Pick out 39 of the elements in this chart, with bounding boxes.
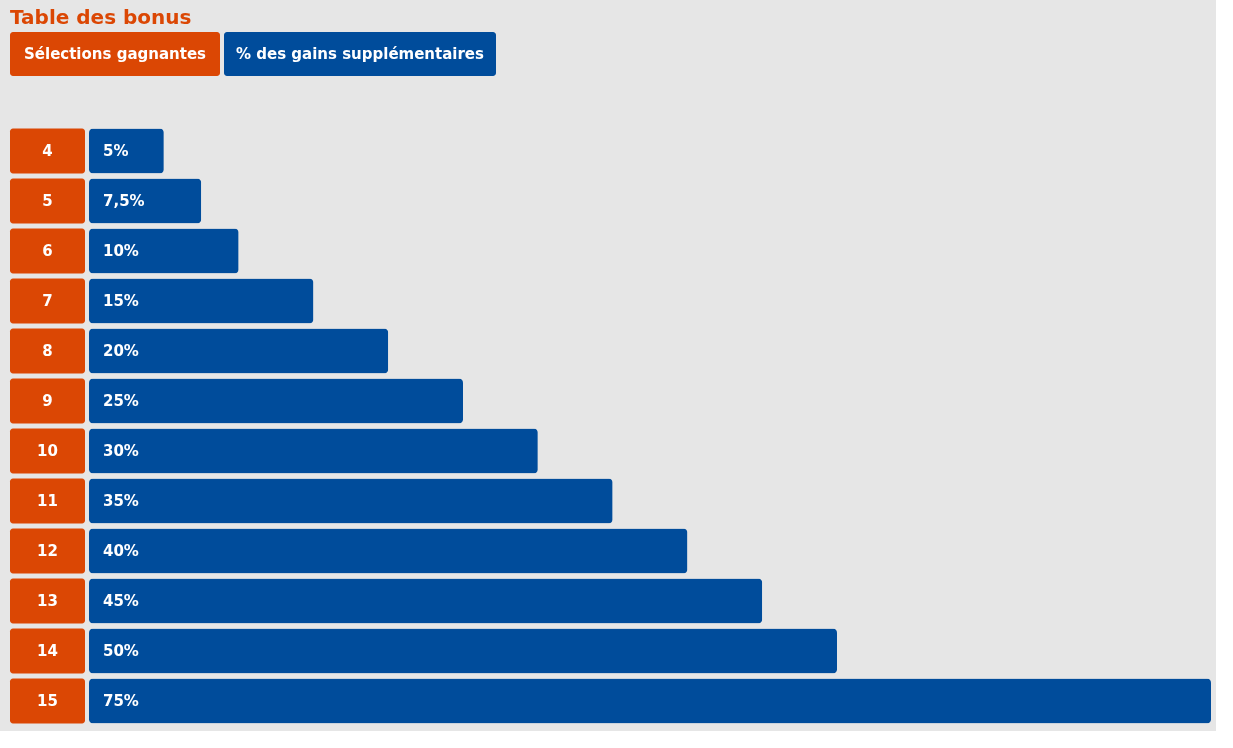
data-label: 45% bbox=[103, 592, 139, 610]
data-label: 20% bbox=[103, 342, 139, 360]
bar bbox=[89, 378, 463, 424]
bar bbox=[89, 278, 314, 324]
bar bbox=[89, 178, 202, 224]
y-tick-label: 7 bbox=[42, 292, 53, 310]
bar bbox=[89, 628, 837, 674]
y-tick-label: 15 bbox=[37, 692, 58, 710]
y-tick-label: 13 bbox=[37, 592, 58, 610]
data-label: 50% bbox=[103, 642, 139, 660]
bar bbox=[89, 528, 688, 574]
data-label: 40% bbox=[103, 542, 139, 560]
y-tick-label: 6 bbox=[42, 242, 53, 260]
y-tick-label: 5 bbox=[42, 192, 53, 210]
data-label: 7,5% bbox=[103, 192, 145, 210]
data-label: 25% bbox=[103, 392, 139, 410]
y-tick-label: 11 bbox=[37, 492, 58, 510]
y-tick-label: 14 bbox=[37, 642, 58, 660]
bar bbox=[89, 228, 239, 274]
x-axis-title: % des gains supplémentaires bbox=[236, 45, 485, 63]
data-label: 75% bbox=[103, 692, 139, 710]
bar bbox=[89, 478, 613, 524]
bar bbox=[89, 578, 763, 624]
y-tick-label: 4 bbox=[42, 142, 53, 160]
y-axis-title: Sélections gagnantes bbox=[24, 45, 207, 63]
bar bbox=[89, 428, 538, 474]
bar bbox=[89, 128, 164, 174]
data-label: 5% bbox=[103, 142, 129, 160]
data-label: 15% bbox=[103, 292, 139, 310]
y-tick-label: 9 bbox=[42, 392, 53, 410]
data-label: 35% bbox=[103, 492, 139, 510]
data-label: 30% bbox=[103, 442, 139, 460]
bar bbox=[89, 328, 389, 374]
bar bbox=[89, 678, 1211, 724]
data-label: 10% bbox=[103, 242, 139, 260]
y-tick-label: 12 bbox=[37, 542, 58, 560]
chart-title: Table des bonus bbox=[10, 5, 192, 29]
y-tick-label: 8 bbox=[42, 342, 53, 360]
y-tick-label: 10 bbox=[37, 442, 58, 460]
